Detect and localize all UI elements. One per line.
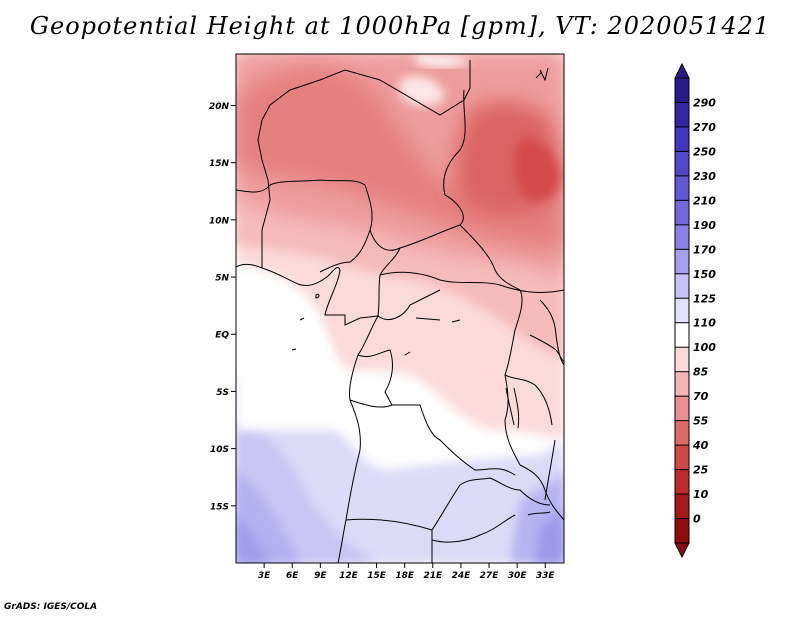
map-frame bbox=[235, 53, 565, 564]
colorbar-swatch bbox=[675, 151, 689, 177]
lon-label: 18E bbox=[395, 571, 415, 581]
lon-label: 24E bbox=[452, 571, 472, 581]
lat-label: 10S bbox=[210, 445, 229, 455]
lon-label: 30E bbox=[508, 571, 528, 581]
colorbar-label: 270 bbox=[693, 121, 716, 134]
lon-label: 27E bbox=[480, 571, 500, 581]
colorbar-label: 10 bbox=[693, 488, 709, 501]
colorbar-swatch bbox=[675, 298, 689, 324]
height-field bbox=[236, 54, 564, 563]
colorbar-label: 40 bbox=[692, 439, 709, 452]
lon-label: 12E bbox=[339, 571, 359, 581]
colorbar-label: 250 bbox=[693, 145, 716, 158]
colorbar-label: 190 bbox=[693, 219, 716, 232]
colorbar-label: 210 bbox=[693, 194, 716, 207]
colorbar-swatch bbox=[675, 273, 689, 299]
lon-label: 9E bbox=[314, 571, 327, 581]
lat-label: 5S bbox=[216, 388, 229, 398]
lat-label: 20N bbox=[209, 102, 230, 112]
colorbar-bottom-arrow bbox=[674, 542, 690, 559]
colorbar-label: 100 bbox=[693, 341, 716, 354]
colorbar-label: 150 bbox=[693, 268, 716, 281]
lon-label: 33E bbox=[536, 571, 556, 581]
lon-label: 15E bbox=[367, 571, 387, 581]
lon-label: 6E bbox=[286, 571, 299, 581]
lat-label: EQ bbox=[215, 331, 229, 341]
colorbar-swatch bbox=[675, 518, 689, 544]
longitude-axis: 3E 6E 9E 12E 15E 18E 21E 24E 27E 30E 33E bbox=[258, 563, 556, 581]
colorbar-swatch bbox=[675, 126, 689, 152]
colorbar-label: 0 bbox=[693, 513, 701, 526]
colorbar-swatch bbox=[675, 224, 689, 250]
latitude-axis: 20N 15N 10N 5N EQ 5S 10S 15S bbox=[209, 102, 236, 512]
lat-label: 15S bbox=[210, 502, 229, 512]
lat-label: 10N bbox=[209, 216, 230, 226]
colorbar: 2902702502302101901701501251101008570554… bbox=[674, 62, 716, 559]
colorbar-label: 125 bbox=[693, 292, 716, 305]
lon-label: 21E bbox=[423, 571, 443, 581]
footer-credit: GrADS: IGES/COLA bbox=[4, 602, 98, 612]
lon-label: 3E bbox=[258, 571, 271, 581]
colorbar-swatch bbox=[675, 347, 689, 373]
lat-label: 15N bbox=[209, 159, 230, 169]
colorbar-label: 290 bbox=[693, 96, 716, 109]
colorbar-label: 110 bbox=[693, 317, 716, 330]
colorbar-label: 170 bbox=[693, 243, 716, 256]
colorbar-swatch bbox=[675, 371, 689, 397]
colorbar-swatch bbox=[675, 175, 689, 201]
colorbar-label: 70 bbox=[693, 390, 709, 403]
colorbar-swatch bbox=[675, 249, 689, 275]
colorbar-swatch bbox=[675, 200, 689, 226]
colorbar-label: 230 bbox=[693, 170, 716, 183]
chart-title: Geopotential Height at 1000hPa [gpm], VT… bbox=[29, 12, 771, 40]
colorbar-top-arrow bbox=[674, 62, 690, 79]
colorbar-swatch bbox=[675, 445, 689, 471]
colorbar-swatch bbox=[675, 494, 689, 520]
country-borders bbox=[236, 60, 564, 563]
colorbar-swatch bbox=[675, 78, 689, 103]
colorbar-swatch bbox=[675, 469, 689, 495]
colorbar-swatch bbox=[675, 322, 689, 348]
colorbar-frame bbox=[674, 77, 690, 544]
colorbar-swatch bbox=[675, 396, 689, 422]
colorbar-label: 55 bbox=[693, 415, 709, 428]
colorbar-swatch bbox=[675, 102, 689, 128]
colorbar-label: 85 bbox=[693, 366, 709, 379]
colorbar-label: 25 bbox=[693, 464, 709, 477]
lat-label: 5N bbox=[215, 274, 229, 284]
colorbar-swatch bbox=[675, 420, 689, 446]
